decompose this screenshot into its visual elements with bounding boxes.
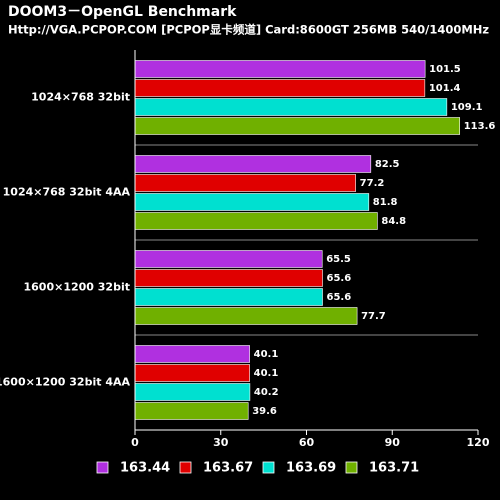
bar — [134, 79, 426, 97]
legend-swatch — [262, 461, 275, 474]
chart-subtitle: Http://VGA.PCPOP.COM [PCPOP显卡频道] Card:86… — [8, 23, 489, 37]
bar — [134, 212, 378, 230]
bar — [134, 402, 249, 420]
value-label: 81.8 — [373, 197, 398, 208]
legend-label: 163.67 — [203, 461, 253, 476]
bar — [134, 269, 323, 287]
bar — [134, 117, 461, 135]
value-label: 101.5 — [429, 64, 461, 75]
value-label: 65.5 — [326, 254, 351, 265]
value-label: 109.1 — [451, 102, 483, 113]
legend-label: 163.71 — [369, 461, 419, 476]
chart-title: DOOM3－OpenGL Benchmark — [8, 4, 237, 20]
bar — [134, 288, 323, 306]
y-tick-label: 1024×768 32bit 4AA — [3, 186, 131, 199]
value-label: 77.2 — [360, 178, 385, 189]
value-label: 113.6 — [464, 121, 496, 132]
x-tick-label: 60 — [299, 436, 315, 449]
bar — [134, 345, 250, 363]
legend-label: 163.69 — [286, 461, 336, 476]
bar — [134, 60, 426, 78]
bar — [134, 250, 323, 268]
x-tick-label: 30 — [213, 436, 229, 449]
value-label: 77.7 — [361, 311, 386, 322]
bar — [134, 193, 370, 211]
bar — [134, 364, 250, 382]
bar — [134, 307, 358, 325]
value-label: 40.1 — [254, 349, 279, 360]
value-label: 65.6 — [327, 273, 352, 284]
bar — [134, 155, 372, 173]
legend-swatch — [345, 461, 358, 474]
legend-label: 163.44 — [120, 461, 170, 476]
bar — [134, 383, 251, 401]
value-label: 65.6 — [327, 292, 352, 303]
x-tick-label: 120 — [467, 436, 490, 449]
value-label: 84.8 — [381, 216, 406, 227]
bar — [134, 174, 356, 192]
x-tick-label: 90 — [385, 436, 401, 449]
legend-swatch — [179, 461, 192, 474]
value-label: 82.5 — [375, 159, 400, 170]
value-label: 40.2 — [254, 387, 279, 398]
y-tick-label: 1600×1200 32bit — [24, 281, 131, 294]
value-label: 101.4 — [429, 83, 461, 94]
x-tick-label: 0 — [131, 436, 139, 449]
y-tick-label: 1600×1200 32bit 4AA — [0, 376, 130, 389]
legend-swatch — [96, 461, 109, 474]
value-label: 40.1 — [254, 368, 279, 379]
y-tick-label: 1024×768 32bit — [31, 91, 130, 104]
value-label: 39.6 — [252, 406, 277, 417]
bar — [134, 98, 448, 116]
